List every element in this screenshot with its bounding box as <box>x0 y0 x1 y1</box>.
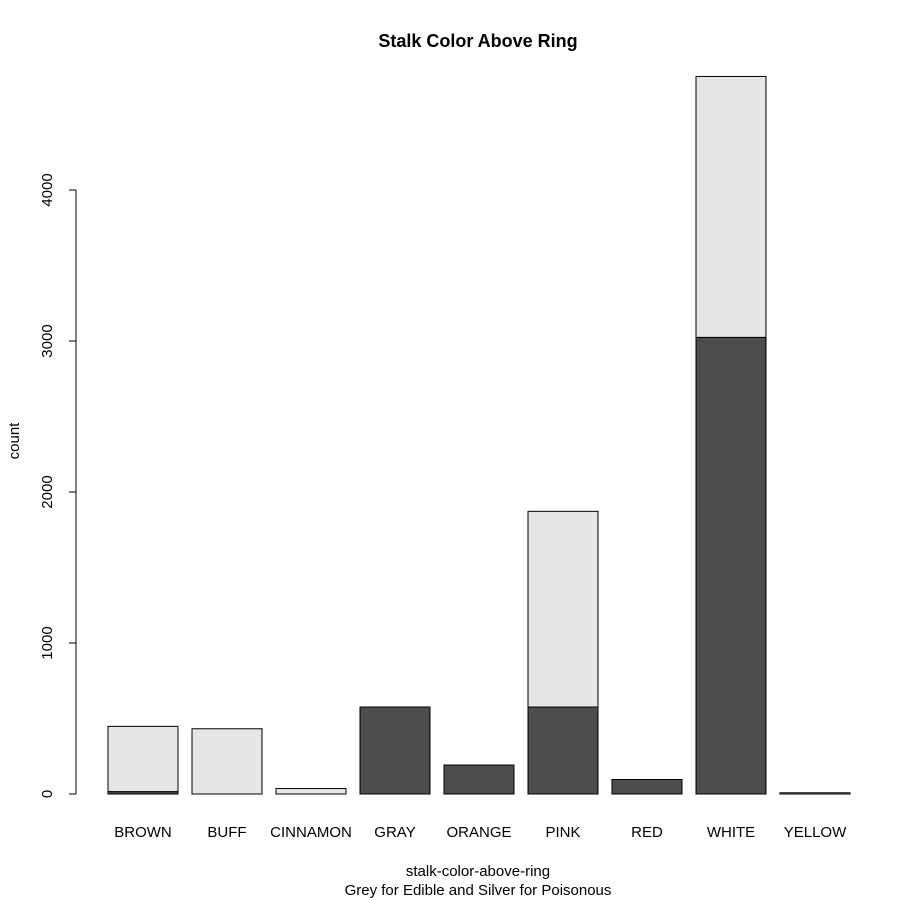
bar-yellow-segment-1 <box>779 792 851 795</box>
bar-pink-segment-0 <box>527 706 599 795</box>
bar-white-segment-0 <box>695 336 767 795</box>
chart-subtitle: Grey for Edible and Silver for Poisonous <box>345 882 612 899</box>
x-tick-label: PINK <box>545 824 580 841</box>
x-tick-label: GRAY <box>374 824 415 841</box>
x-tick-label: YELLOW <box>784 824 847 841</box>
bar-cinnamon-segment-1 <box>275 788 347 795</box>
x-tick-label: ORANGE <box>446 824 511 841</box>
y-tick-label: 4000 <box>39 173 56 206</box>
bar-buff-segment-1 <box>191 728 263 795</box>
x-tick-label: CINNAMON <box>270 824 352 841</box>
bar-gray-segment-0 <box>359 706 431 795</box>
y-axis-label: count <box>6 422 23 460</box>
bar-white-segment-1 <box>695 75 767 338</box>
x-tick-label: BROWN <box>114 824 172 841</box>
bar-orange-segment-0 <box>443 764 515 795</box>
y-tick-label: 2000 <box>39 475 56 508</box>
bar-pink-segment-1 <box>527 510 599 708</box>
x-tick-label: BUFF <box>207 824 246 841</box>
y-tick-label: 3000 <box>39 324 56 357</box>
x-tick-label: RED <box>631 824 663 841</box>
x-axis-labels: BROWN BUFF CINNAMON GRAY ORANGE PINK RED WHITE Y… <box>114 824 847 841</box>
y-tick-label: 1000 <box>39 626 56 659</box>
x-axis-label: stalk-color-above-ring <box>406 863 550 880</box>
bars <box>107 75 851 795</box>
bar-brown-segment-1 <box>107 725 179 793</box>
x-tick-label: WHITE <box>707 824 755 841</box>
chart-title: Stalk Color Above Ring <box>378 31 577 51</box>
y-axis: 0 1000 2000 3000 4000 <box>39 173 77 798</box>
y-tick-label: 0 <box>39 790 56 798</box>
bar-red-segment-0 <box>611 779 683 795</box>
